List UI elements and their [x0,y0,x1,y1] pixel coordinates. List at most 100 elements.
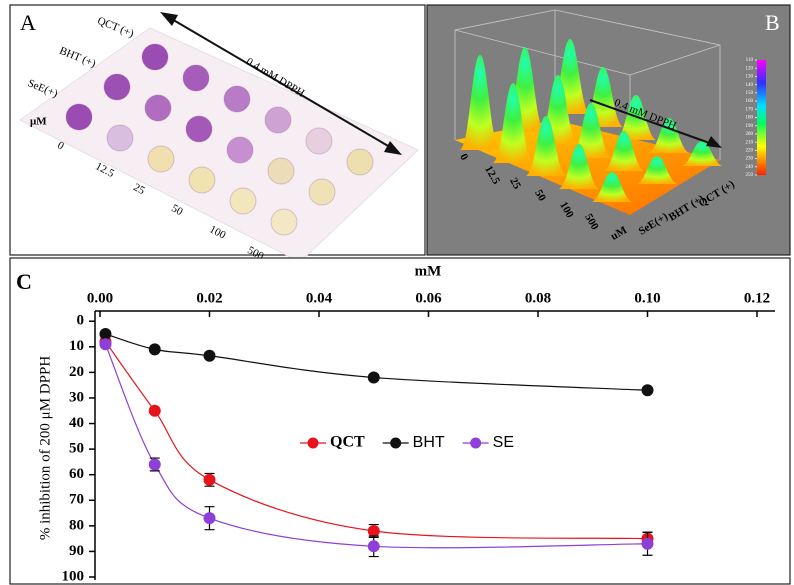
peak [637,156,677,184]
legend-label: BHT [413,434,445,451]
well [106,124,134,152]
well [270,208,298,236]
colorbar-tick-label: 210 [746,140,754,145]
colorbar-tick-label: 130 [746,75,754,80]
arrow [169,17,396,151]
legend-label: QCT [330,434,365,451]
data-point [99,328,112,341]
colorbar-tick-label: 190 [746,124,754,129]
well [305,127,333,155]
data-point [367,524,380,537]
peak [592,172,632,202]
legend-marker [470,437,482,449]
well [308,178,336,206]
well [144,94,172,122]
x-tick-label: 0.08 [525,290,551,306]
peak [559,144,599,189]
well [229,187,257,215]
y-tick-label: 60 [69,466,84,482]
y-tick-label: 20 [69,364,84,380]
arrow-head [706,136,722,148]
colorbar-tick-label: 150 [746,91,754,96]
well [147,145,175,173]
y-tick-label: 90 [69,543,84,559]
well [185,115,213,143]
x-tick-label: 0.04 [306,290,333,306]
data-point [203,349,216,362]
peak [493,83,533,163]
colorbar-tick-label: 140 [746,83,754,88]
concentration-label: 0 [55,139,66,152]
colorbar-tick-label: 220 [746,148,754,153]
legend-marker [307,437,319,449]
colorbar-tick-label: 170 [746,107,754,112]
unit-label: μM [30,116,47,128]
panel-c: C mM % inhibition of 200 μM DPPH 0.00 0.0… [9,257,791,585]
panel-label: A [20,10,36,35]
y-tick-label: 30 [69,389,84,405]
data-point [148,343,161,356]
colorbar [757,60,766,175]
y-tick-label: 50 [69,441,84,457]
data-point [99,338,112,351]
panel-label: B [765,10,780,35]
colorbar-tick-label: 250 [746,173,754,178]
x-axis-label: mM [415,263,442,279]
colorbar-tick-label: 230 [746,157,754,162]
well [65,103,93,131]
well [264,106,292,134]
y-tick-label: 80 [69,517,84,533]
legend-marker [390,437,402,449]
peak [604,131,644,171]
arrow-head [160,12,178,26]
colorbar-tick-label: 120 [746,66,754,71]
data-point [148,404,161,417]
data-point [641,537,654,550]
data-point [203,473,216,486]
y-tick-label: 100 [62,568,85,584]
y-axis-label: % inhibition of 200 μM DPPH [37,356,53,540]
panel-label: C [16,269,32,294]
peak [460,55,500,150]
colorbar-tick-label: 110 [746,58,754,63]
x-tick-label: 0.12 [744,290,770,306]
data-point [203,512,216,525]
well [223,85,251,113]
colorbar-tick-label: 200 [746,132,754,137]
concentration-label: 0 [457,152,470,163]
peak [526,116,566,176]
well [267,157,295,185]
colorbar-tick-label: 240 [746,165,754,170]
x-tick-label: 0.06 [415,290,442,306]
series-line [104,341,648,540]
well [226,136,254,164]
x-tick-label: 0.02 [196,290,222,306]
y-tick-label: 70 [69,492,84,508]
arrow-head [384,141,402,155]
y-tick-label: 40 [69,415,84,431]
series-line [104,344,648,549]
y-tick-label: 0 [77,313,85,329]
data-point [367,540,380,553]
data-point [641,384,654,397]
peak [571,103,611,158]
x-tick-label: 0.00 [87,290,113,306]
panel-frame [9,257,791,585]
well [346,148,374,176]
x-tick-label: 0.10 [634,290,660,306]
well [141,43,169,71]
colorbar-tick-label: 160 [746,99,754,104]
panel-a: A 0.4 mM DPPH QCT (+)BHT (+)SeE(+)μM012.… [9,4,426,263]
well [188,166,216,194]
data-point [148,458,161,471]
y-tick-label: 10 [69,338,84,354]
arrow [589,99,716,146]
peak [649,118,689,153]
well [182,64,210,92]
data-point [367,371,380,384]
colorbar-tick-label: 180 [746,116,754,121]
peak [682,141,722,166]
well [103,73,131,101]
